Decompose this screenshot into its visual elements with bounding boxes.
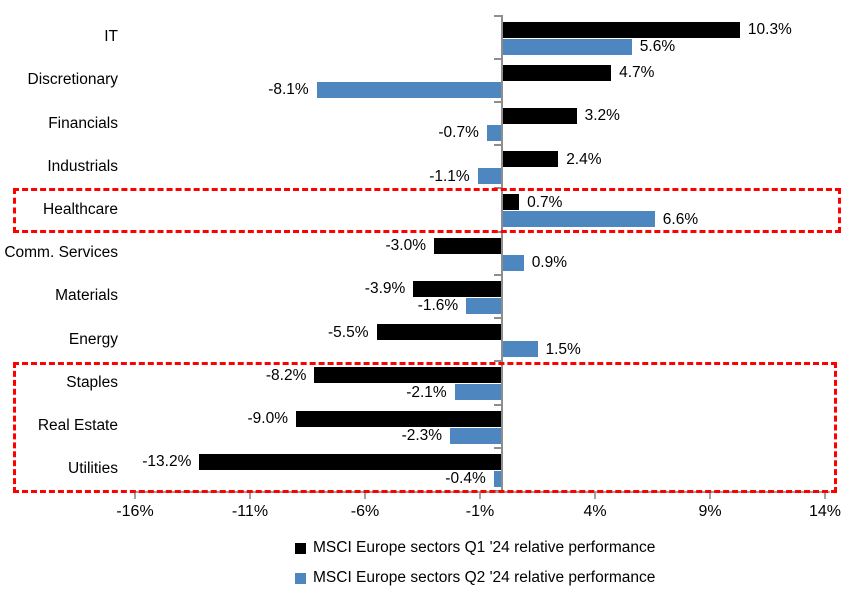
value-axis-tick-label: -11% (231, 503, 269, 520)
bar-q2-healthcare (503, 211, 655, 228)
category-axis-tick (494, 57, 502, 60)
bar-value-q1-industrials: 2.4% (566, 150, 602, 168)
value-axis-tick (709, 491, 711, 499)
bar-q2-industrials (477, 168, 503, 185)
bar-value-q1-utilities: -13.2% (142, 453, 192, 471)
bar-q2-materials (466, 297, 503, 314)
value-axis-tick-label: 14% (808, 503, 842, 520)
bar-value-q2-discretionary: -8.1% (268, 81, 309, 99)
bar-q1-financials (503, 107, 577, 124)
value-axis-tick (364, 491, 366, 499)
category-label-comm-services: Comm. Services (4, 244, 118, 262)
category-label-healthcare: Healthcare (43, 201, 118, 219)
bar-value-q2-it: 5.6% (639, 38, 676, 55)
highlight-box-healthcare (13, 188, 841, 233)
legend-item-q2: MSCI Europe sectors Q2 '24 relative perf… (295, 569, 656, 586)
value-axis-tick (824, 491, 826, 499)
bar-q1-utilities (199, 453, 503, 470)
bar-q1-comm-services (434, 237, 503, 254)
value-axis-tick (479, 491, 481, 499)
bar-value-q2-real-estate: -2.3% (401, 427, 443, 445)
bar-value-q1-energy: -5.5% (328, 323, 369, 341)
value-axis-tick-label: 9% (698, 503, 722, 520)
value-axis-tick-label: 4% (583, 503, 607, 520)
value-axis-tick-label: -1% (465, 503, 495, 520)
category-axis-tick (494, 144, 502, 147)
bar-value-q1-staples: -8.2% (265, 366, 307, 384)
category-label-industrials: Industrials (47, 157, 118, 175)
category-label-utilities: Utilities (68, 460, 118, 478)
value-axis-tick (134, 491, 136, 499)
bar-q1-discretionary (503, 64, 612, 81)
bar-q1-industrials (503, 151, 559, 168)
bar-value-q1-it: 10.3% (747, 21, 792, 38)
bar-q2-energy (503, 341, 538, 358)
bar-value-q2-healthcare: 6.6% (662, 210, 699, 228)
value-axis-tick-label: -6% (350, 503, 380, 520)
bar-q2-financials (486, 124, 503, 141)
legend-label-q2: MSCI Europe sectors Q2 '24 relative perf… (313, 569, 656, 586)
bar-q1-materials (413, 280, 503, 297)
category-axis-tick (494, 403, 502, 406)
category-label-financials: Financials (48, 114, 118, 132)
bar-value-q1-discretionary: 4.7% (619, 64, 655, 82)
category-label-it: IT (104, 28, 118, 46)
bar-value-q1-real-estate: -9.0% (247, 410, 289, 428)
bar-value-q2-energy: 1.5% (545, 340, 581, 358)
bar-q2-staples (454, 384, 503, 401)
category-label-discretionary: Discretionary (27, 71, 118, 89)
bar-value-q1-comm-services: -3.0% (385, 237, 427, 255)
bar-q1-staples (314, 367, 503, 384)
bar-q1-it (503, 21, 740, 38)
value-axis-tick (249, 491, 251, 499)
bar-value-q2-comm-services: 0.9% (531, 254, 568, 272)
bar-q1-energy (376, 324, 503, 341)
category-axis-line (501, 15, 503, 492)
category-axis-tick (494, 14, 502, 17)
legend-swatch-q2 (295, 572, 306, 584)
bar-value-q2-materials: -1.6% (417, 297, 459, 315)
category-axis-tick (494, 360, 502, 363)
bar-q2-utilities (493, 470, 503, 487)
bar-value-q2-financials: -0.7% (438, 124, 479, 142)
bar-value-q2-industrials: -1.1% (429, 167, 470, 185)
category-axis-tick (494, 273, 502, 276)
legend-item-q1: MSCI Europe sectors Q1 '24 relative perf… (295, 539, 656, 556)
bar-q1-real-estate (296, 410, 503, 427)
legend-swatch-q1 (295, 542, 306, 554)
category-label-materials: Materials (55, 287, 118, 305)
bar-value-q2-utilities: -0.4% (445, 470, 486, 488)
bar-value-q1-materials: -3.9% (364, 280, 406, 298)
bar-q2-discretionary (316, 81, 503, 98)
bar-q2-comm-services (503, 254, 524, 271)
category-label-real-estate: Real Estate (37, 417, 118, 435)
bar-value-q1-healthcare: 0.7% (527, 193, 563, 211)
category-label-energy: Energy (68, 330, 118, 348)
bar-q2-it (503, 38, 632, 55)
bar-value-q2-staples: -2.1% (406, 383, 447, 401)
legend-label-q1: MSCI Europe sectors Q1 '24 relative perf… (313, 539, 656, 556)
value-axis-line (133, 491, 830, 493)
category-axis-tick (494, 446, 502, 449)
bar-value-q1-financials: 3.2% (584, 107, 620, 125)
value-axis-tick (594, 491, 596, 499)
category-axis-tick (494, 100, 502, 103)
bar-q1-healthcare (503, 194, 520, 211)
category-axis-tick (494, 317, 502, 320)
value-axis-tick-label: -16% (116, 503, 154, 520)
bar-q2-real-estate (450, 427, 503, 444)
category-label-staples: Staples (66, 373, 118, 391)
